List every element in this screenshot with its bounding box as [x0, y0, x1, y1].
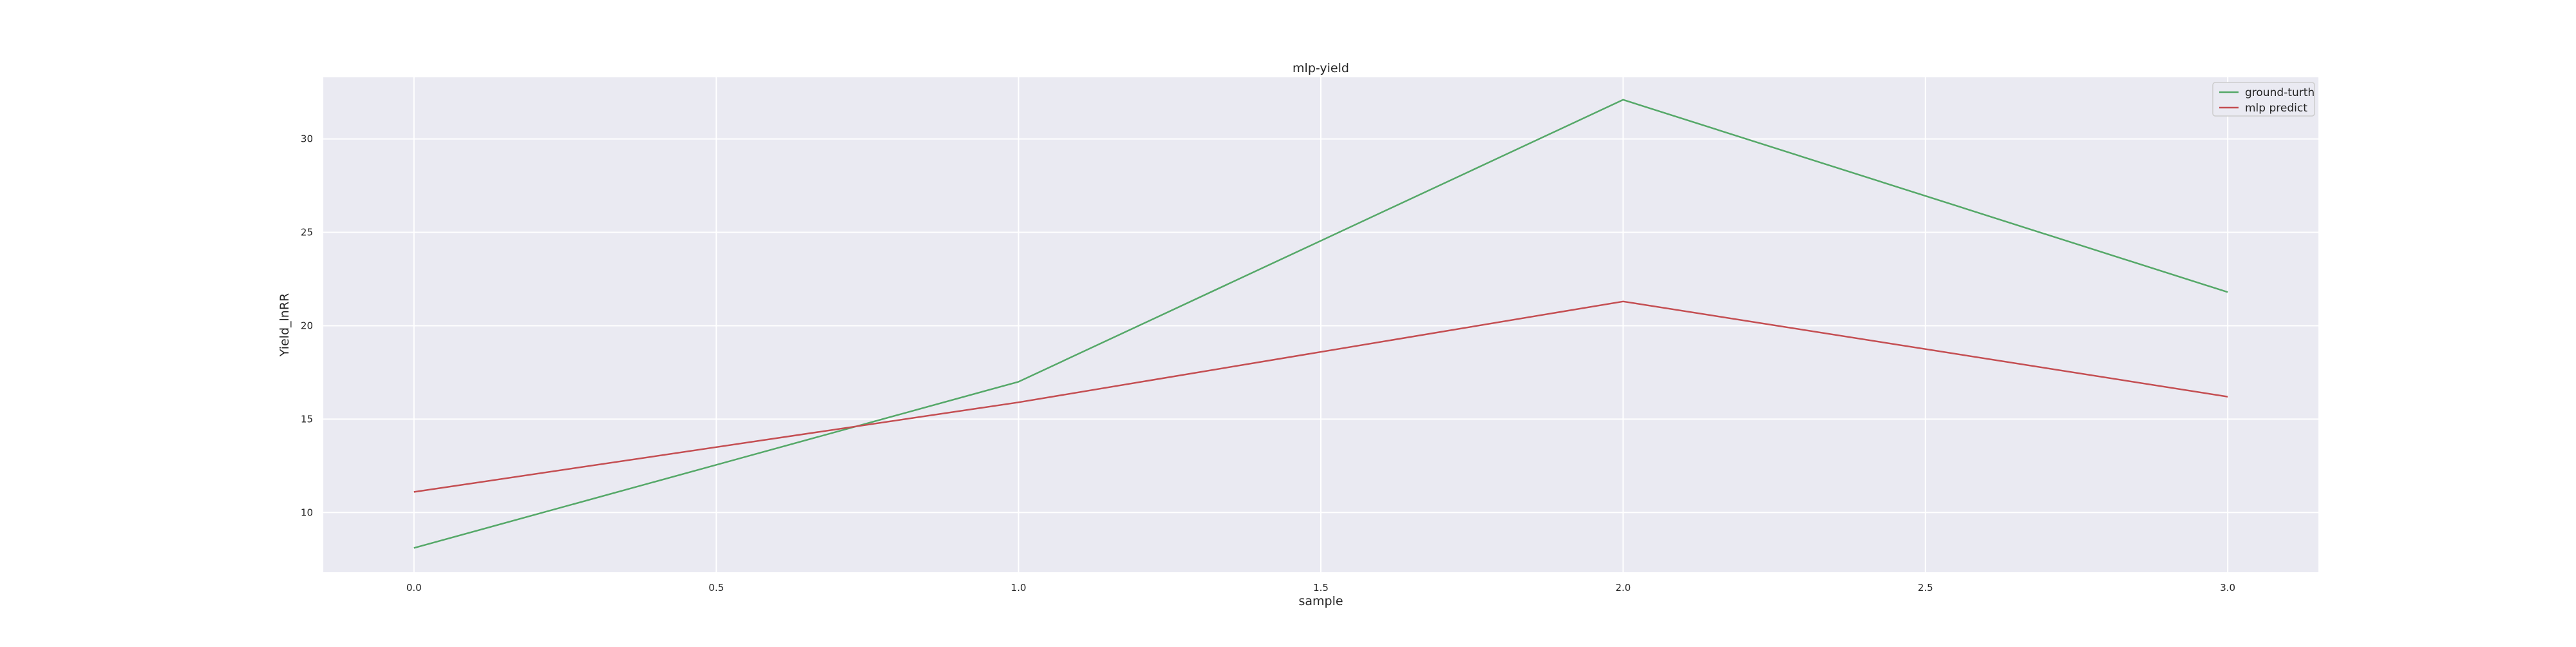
y-tick-label: 30	[301, 133, 313, 145]
x-tick-label: 0.0	[406, 582, 422, 594]
x-tick-label: 1.0	[1011, 582, 1027, 594]
legend-label: ground-turth	[2245, 86, 2315, 99]
y-tick-label: 15	[301, 413, 313, 425]
series-line-mlp-predict	[413, 300, 2228, 493]
grid-lines	[323, 77, 2318, 572]
y-axis-title: Yield_lnRR	[278, 293, 292, 357]
legend-label: mlp predict	[2245, 102, 2307, 115]
series-lines	[413, 99, 2228, 549]
x-tick-label: 3.0	[2220, 582, 2235, 594]
tick-labels: 0.0 0.5 1.0 1.5 2.0 2.5 3.0 10 15 20 25 30	[301, 133, 2235, 594]
x-tick-label: 0.5	[708, 582, 724, 594]
legend: ground-turth mlp predict	[2212, 82, 2315, 117]
chart-title: mlp-yield	[1293, 61, 1349, 75]
x-tick-label: 1.5	[1313, 582, 1329, 594]
series-line-ground-truth	[413, 99, 2228, 549]
y-tick-label: 10	[301, 507, 313, 518]
x-axis-title: sample	[1298, 594, 1343, 608]
x-tick-label: 2.5	[1918, 582, 1933, 594]
x-tick-label: 2.0	[1615, 582, 1631, 594]
y-tick-label: 25	[301, 227, 313, 238]
y-tick-label: 20	[301, 320, 313, 331]
